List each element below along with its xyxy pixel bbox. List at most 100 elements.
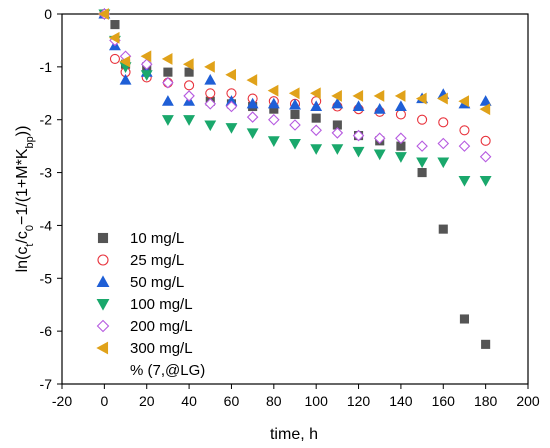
y-axis-label: ln(ct/c0−1/(1+M*Kbp)) <box>14 126 36 273</box>
data-point <box>458 95 470 108</box>
data-point <box>204 60 215 73</box>
data-points <box>98 7 492 349</box>
x-tick-label: 120 <box>347 393 371 409</box>
data-point <box>98 8 109 20</box>
legend-label: 100 mg/L <box>130 296 193 313</box>
legend-label: 25 mg/L <box>130 252 184 269</box>
data-point <box>373 149 386 161</box>
data-point <box>481 339 491 349</box>
data-point <box>480 135 491 146</box>
axes: -20 0 20 40 60 80 100 120 140 160 180 200 0 -1 -2 -3 -4 -… <box>40 6 540 409</box>
legend-marker <box>96 341 109 355</box>
y-tick-label: 0 <box>44 6 52 22</box>
x-axis-label: time, h <box>270 426 318 443</box>
y-tick-label: -5 <box>40 270 53 286</box>
data-point <box>161 52 173 65</box>
data-point <box>140 50 152 63</box>
data-point <box>310 100 323 112</box>
data-point <box>310 144 323 155</box>
data-point <box>352 100 365 112</box>
data-point <box>438 224 448 234</box>
data-point <box>289 98 301 110</box>
data-point <box>311 113 321 123</box>
legend-label: 10 mg/L <box>130 230 184 247</box>
data-point <box>289 138 301 150</box>
data-point <box>184 67 194 77</box>
data-point <box>246 97 259 109</box>
data-point <box>331 144 344 155</box>
data-point <box>352 129 365 142</box>
data-point <box>395 109 406 120</box>
legend-label: 200 mg/L <box>130 318 193 335</box>
data-point <box>119 73 132 85</box>
data-point <box>289 119 301 131</box>
y-tick-label: -3 <box>40 165 53 181</box>
legend-label: 50 mg/L <box>130 274 184 291</box>
data-point <box>161 115 174 126</box>
data-point <box>246 111 259 123</box>
data-point <box>459 125 470 136</box>
data-point <box>373 132 386 144</box>
data-point <box>331 97 344 109</box>
data-point <box>267 97 280 109</box>
y-tick-label: -2 <box>40 112 53 128</box>
data-point <box>459 314 470 324</box>
y-axis-label-sub: bp <box>24 136 36 148</box>
data-point <box>161 95 174 106</box>
data-point <box>479 175 492 187</box>
data-point <box>268 113 280 126</box>
data-point <box>225 123 238 134</box>
data-point <box>183 115 196 126</box>
data-point <box>225 68 237 81</box>
x-tick-label: 60 <box>224 393 240 409</box>
data-point <box>395 132 407 144</box>
data-point <box>182 58 194 71</box>
data-point <box>438 117 449 128</box>
legend: 10 mg/L 25 mg/L 50 mg/L 100 mg/L 200 mg/L 300… <box>96 230 205 379</box>
data-point <box>394 152 407 163</box>
data-point <box>204 120 217 132</box>
data-point <box>394 89 406 102</box>
data-point <box>184 80 195 91</box>
legend-marker <box>96 275 110 288</box>
data-point <box>479 103 491 116</box>
legend-extra-label: % (7,@LG) <box>130 362 205 379</box>
data-point <box>204 98 217 110</box>
data-point <box>352 89 364 102</box>
data-point <box>417 114 428 125</box>
y-tick-label: -1 <box>40 59 53 75</box>
x-tick-label: 200 <box>516 393 540 409</box>
data-point <box>479 95 492 106</box>
plot-frame <box>61 13 529 385</box>
x-tick-label: 180 <box>474 393 498 409</box>
data-point <box>417 168 427 178</box>
data-point <box>246 128 259 140</box>
data-point <box>267 136 280 147</box>
x-tick-label: -20 <box>52 393 72 409</box>
y-axis-label-part: )) <box>14 126 31 137</box>
data-point <box>331 89 342 102</box>
data-point <box>479 150 492 163</box>
data-point <box>416 140 428 152</box>
data-point <box>437 92 448 105</box>
data-point <box>458 140 471 152</box>
data-point <box>415 92 427 105</box>
y-axis-label-part: /c <box>14 231 31 243</box>
data-point <box>310 124 322 137</box>
x-tick-label: 100 <box>305 393 329 409</box>
data-point <box>394 100 407 112</box>
data-point <box>110 20 120 30</box>
data-point <box>119 55 131 68</box>
data-point <box>373 89 385 102</box>
data-point <box>458 175 471 187</box>
legend-marker <box>96 298 110 311</box>
x-tick-label: 80 <box>266 393 282 409</box>
data-point <box>373 103 386 114</box>
data-point <box>331 127 344 139</box>
data-point <box>108 31 120 44</box>
data-point <box>204 73 217 85</box>
data-point <box>109 53 121 64</box>
data-point <box>310 87 321 100</box>
